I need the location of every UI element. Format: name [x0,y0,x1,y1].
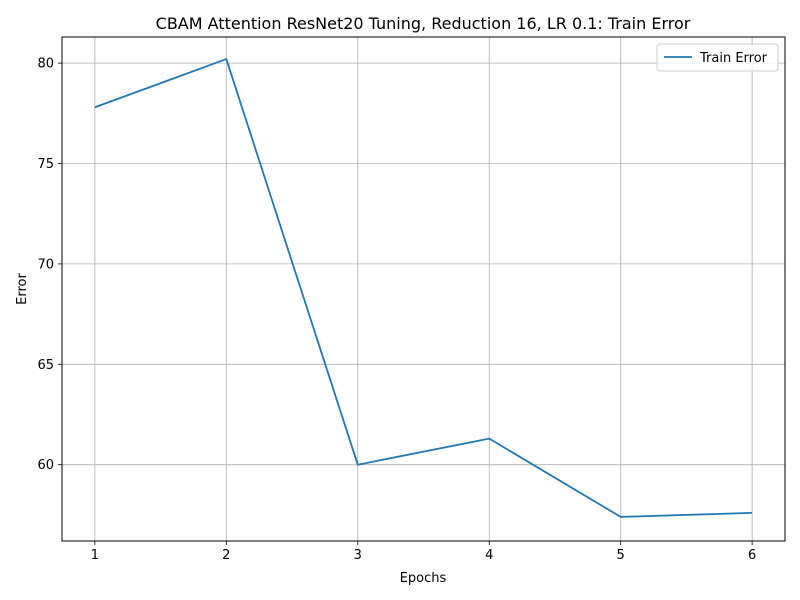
y-tick-label: 65 [37,358,54,373]
x-tick-label: 2 [222,548,230,563]
y-axis-label: Error [15,273,30,305]
legend: Train Error [656,43,779,72]
x-tick-label: 6 [748,548,756,563]
y-tick-label: 75 [37,157,54,172]
x-tick-label: 4 [485,548,493,563]
x-axis-ticks: 1 2 3 4 5 6 [91,541,756,563]
y-axis-ticks: 60 65 70 75 80 [37,57,62,473]
x-tick-label: 3 [354,548,362,563]
y-tick-label: 70 [37,257,54,272]
y-tick-label: 60 [37,458,54,473]
plot-frame [61,36,786,542]
legend-label-train-error: Train Error [699,51,768,66]
x-tick-label: 5 [617,548,625,563]
grid [62,37,785,541]
legend-box [656,43,779,72]
series-line-train-error [94,58,753,518]
x-axis-label: Epochs [400,571,447,586]
y-tick-label: 80 [37,57,54,72]
x-tick-label: 1 [91,548,99,563]
chart-title: CBAM Attention ResNet20 Tuning, Reductio… [156,14,691,33]
series-layer [94,58,753,518]
